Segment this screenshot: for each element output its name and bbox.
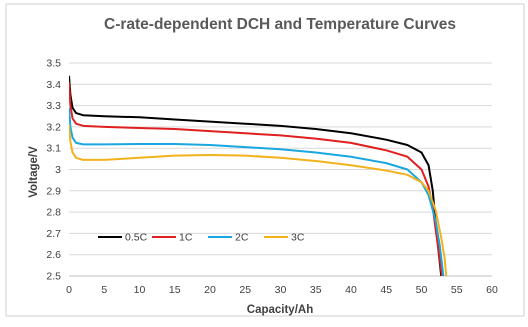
x-tick-label: 50 xyxy=(416,284,428,296)
legend: 0.5C 1C 2C 3C xyxy=(98,232,305,244)
series-group xyxy=(69,75,448,276)
y-tick-label: 2.7 xyxy=(46,228,61,240)
x-tick-label: 25 xyxy=(239,284,251,296)
legend-label-3c: 3C xyxy=(291,232,305,244)
y-tick-label: 3.5 xyxy=(46,58,61,70)
x-tick-label: 10 xyxy=(134,284,146,296)
x-tick-label: 40 xyxy=(345,284,357,296)
y-tick-label: 3.2 xyxy=(46,121,61,133)
y-tick-label: 2.5 xyxy=(46,271,61,283)
series-line-2c xyxy=(69,107,445,276)
x-tick-label: 30 xyxy=(275,284,287,296)
x-tick-label: 0 xyxy=(66,284,72,296)
x-tick-label: 60 xyxy=(486,284,498,296)
x-tick-label: 55 xyxy=(451,284,463,296)
y-tick-label: 3.1 xyxy=(46,143,61,155)
x-tick-label: 45 xyxy=(380,284,392,296)
y-tick-label: 2.9 xyxy=(46,185,61,197)
chart-title: C-rate-dependent DCH and Temperature Cur… xyxy=(104,16,456,33)
series-line-0.5c xyxy=(69,75,443,276)
legend-label-1c: 1C xyxy=(179,232,193,244)
x-tick-label: 5 xyxy=(101,284,107,296)
y-tick-label: 3.4 xyxy=(46,79,61,91)
y-axis-label: Voltage/V xyxy=(28,146,40,198)
series-line-3c xyxy=(69,124,448,276)
legend-label-0.5c: 0.5C xyxy=(125,232,148,244)
y-tick-label: 2.6 xyxy=(46,249,61,261)
x-tick-label: 20 xyxy=(204,284,216,296)
y-tick-label: 3 xyxy=(55,164,61,176)
x-axis-label: Capacity/Ah xyxy=(247,304,313,316)
axes: 2.5 2.6 2.7 2.8 2.9 3 3.1 3.2 3.3 3.4 3.5 0 5 10 15 20 2… xyxy=(46,58,498,297)
y-tick-label: 3.3 xyxy=(46,100,61,112)
x-tick-label: 35 xyxy=(310,284,322,296)
y-tick-label: 2.8 xyxy=(46,207,61,219)
legend-label-2c: 2C xyxy=(235,232,249,244)
x-tick-label: 15 xyxy=(169,284,181,296)
